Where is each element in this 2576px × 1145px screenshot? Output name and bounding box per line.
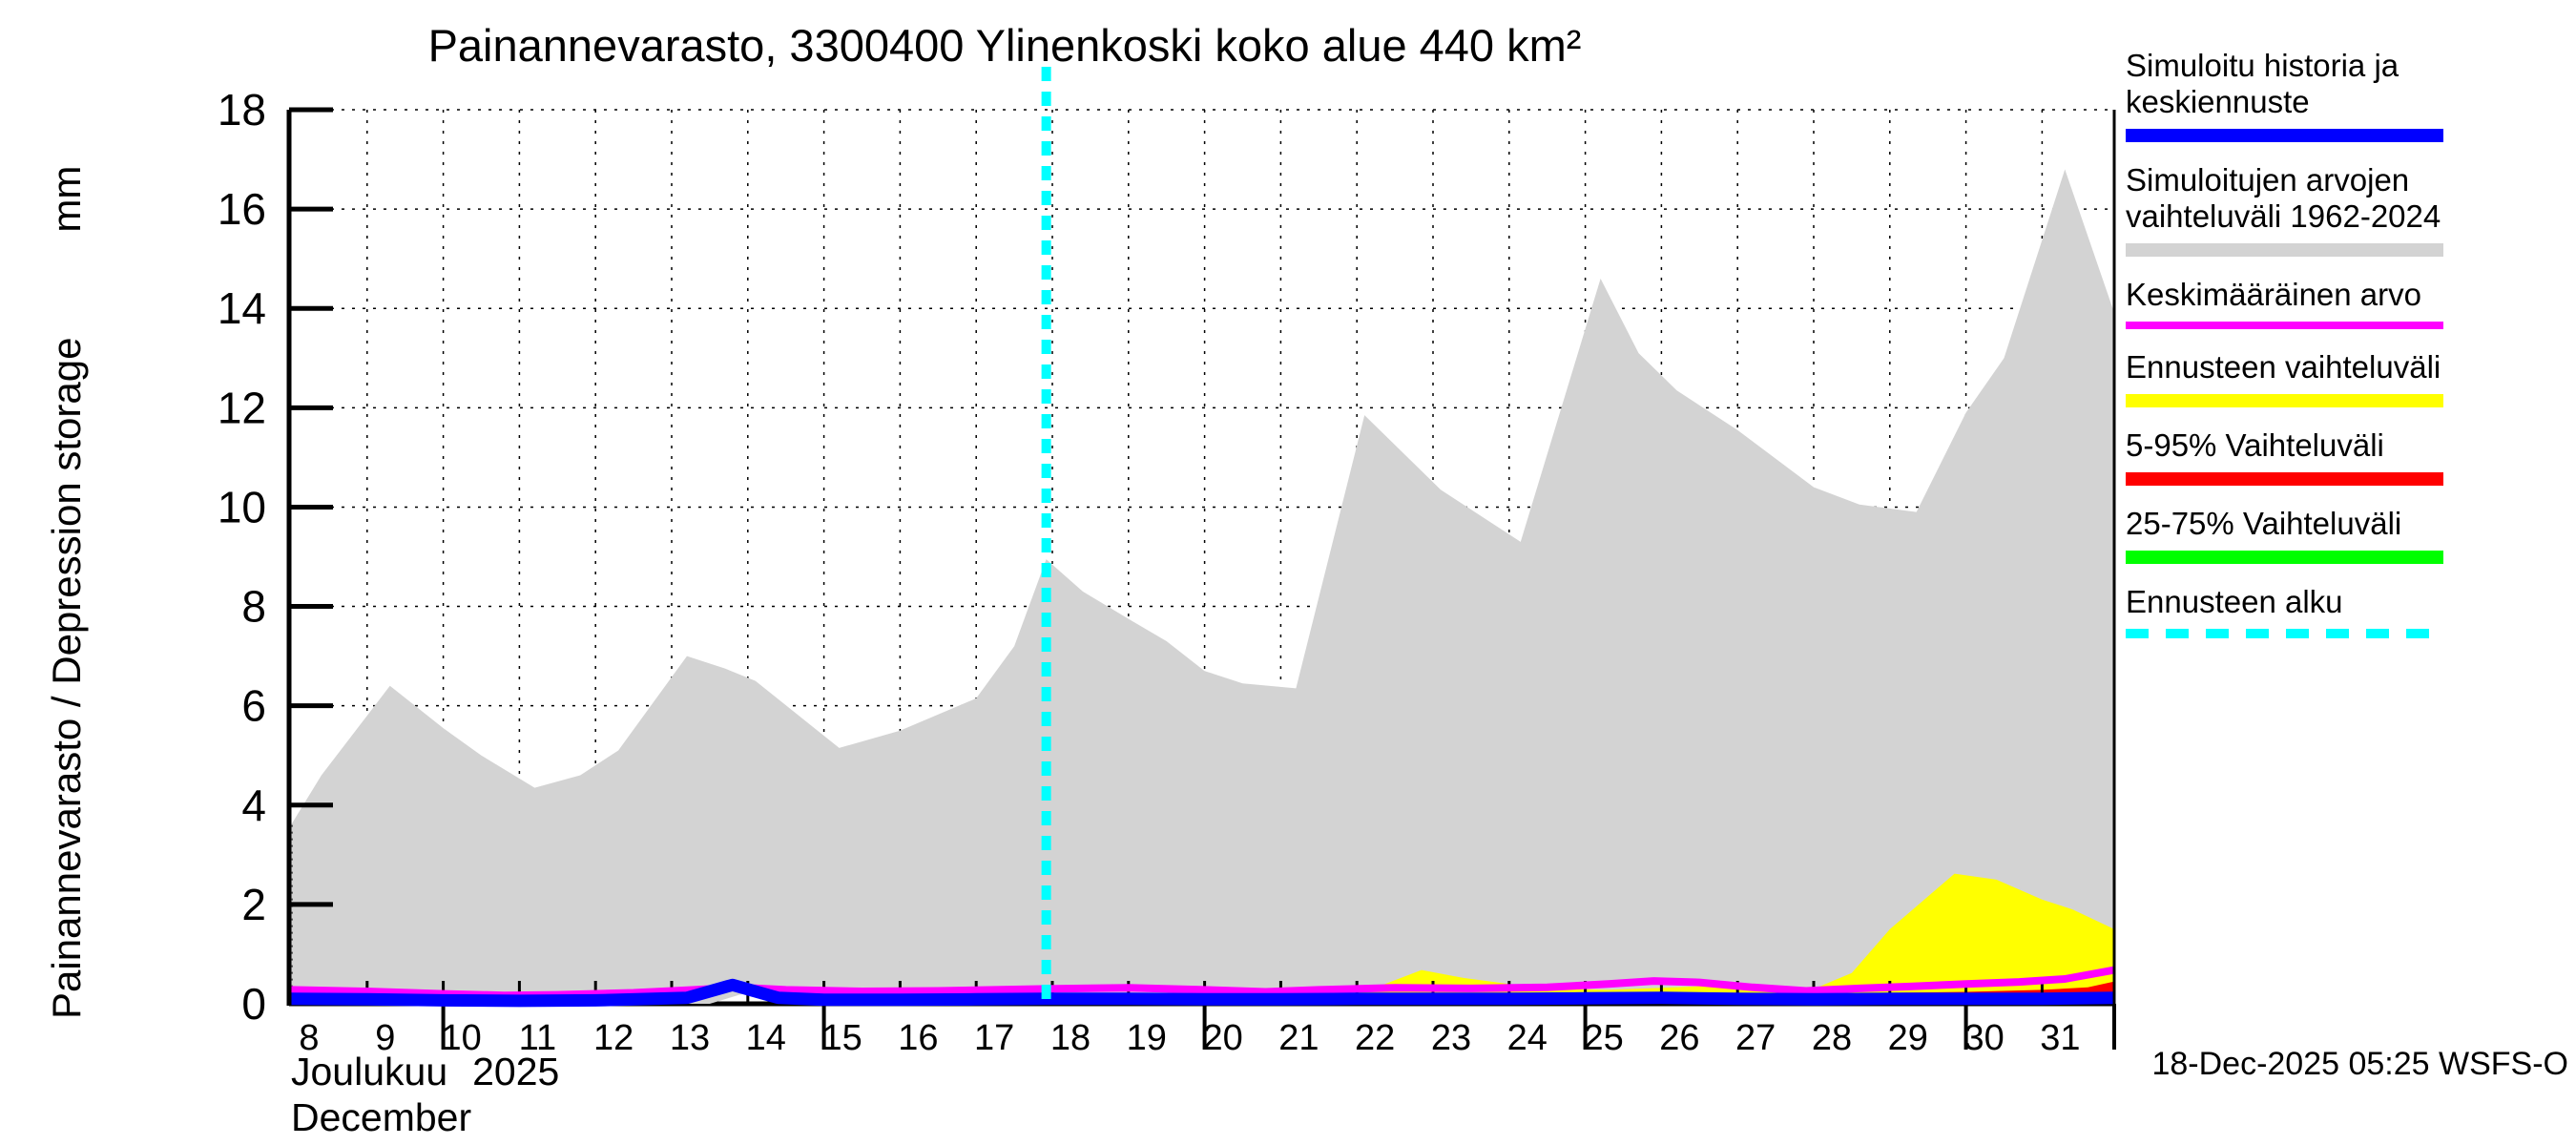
y-tick-label: 18 xyxy=(218,85,266,135)
mean-value-line xyxy=(290,966,2115,1000)
x-tick-label: 8 xyxy=(299,1018,319,1058)
x-tick-label: 9 xyxy=(375,1018,395,1058)
x-tick-label: 31 xyxy=(2040,1018,2080,1058)
legend-item: Simuloitujen arvojen vaihteluväli 1962-2… xyxy=(2126,162,2469,257)
legend-item: Simuloitu historia ja keskiennuste xyxy=(2126,48,2469,142)
x-axis-month-label-en: December xyxy=(291,1095,472,1139)
x-tick-label: 26 xyxy=(1659,1018,1699,1058)
y-axis-label: Painannevarasto / Depression storage mm xyxy=(44,166,90,1019)
timestamp: 18-Dec-2025 05:25 WSFS-O xyxy=(2151,1046,2568,1082)
gridlines xyxy=(289,109,2114,1004)
legend-label: Ennusteen alku xyxy=(2126,584,2343,619)
x-tick-label: 11 xyxy=(519,1018,556,1058)
x-tick-label: 30 xyxy=(1963,1018,2004,1058)
x-tick-label: 27 xyxy=(1735,1018,1776,1058)
y-tick-label: 16 xyxy=(218,184,266,234)
legend-item: 5-95% Vaihteluväli xyxy=(2126,427,2469,486)
x-tick-label: 12 xyxy=(593,1018,634,1058)
x-axis-month-label: Joulukuu 2025 xyxy=(291,1050,559,1094)
y-tick-label: 0 xyxy=(241,979,266,1029)
axis-frame xyxy=(286,107,2116,1006)
sim-range-band xyxy=(291,169,2115,1004)
legend-label: 5-95% Vaihteluväli xyxy=(2126,427,2384,463)
legend: Simuloitu historia ja keskiennuste Simulo… xyxy=(2126,48,2469,658)
y-tick-label: 10 xyxy=(218,482,266,531)
x-tick-label: 13 xyxy=(670,1018,710,1058)
x-tick-label: 23 xyxy=(1431,1018,1471,1058)
legend-swatch-bar xyxy=(2126,394,2443,407)
legend-swatch-bar xyxy=(2126,472,2443,486)
x-tick-label: 25 xyxy=(1583,1018,1623,1058)
x-tick-label: 16 xyxy=(898,1018,938,1058)
legend-swatch-line xyxy=(2126,322,2443,329)
y-tick-label: 12 xyxy=(218,383,266,432)
y-tick-label: 4 xyxy=(241,781,266,830)
x-tick-label: 18 xyxy=(1050,1018,1091,1058)
year-label: 2025 xyxy=(472,1050,560,1093)
x-tick-label: 24 xyxy=(1507,1018,1548,1058)
x-tick-label: 21 xyxy=(1278,1018,1319,1058)
chart-title: Painannevarasto, 3300400 Ylinenkoski kok… xyxy=(427,20,1582,71)
y-axis-label-text: Painannevarasto / Depression storage xyxy=(44,337,89,1019)
legend-label: 25-75% Vaihteluväli xyxy=(2126,506,2402,541)
month-name-fi: Joulukuu xyxy=(291,1050,448,1093)
y-tick-label: 6 xyxy=(241,681,266,731)
y-tick-label: 14 xyxy=(218,283,266,333)
x-tick-label: 20 xyxy=(1202,1018,1242,1058)
legend-swatch-bar xyxy=(2126,243,2443,257)
legend-label: Simuloitu historia ja keskiennuste xyxy=(2126,48,2399,119)
x-tick-label: 19 xyxy=(1127,1018,1167,1058)
range-bands xyxy=(291,169,2115,1004)
x-tick-label: 22 xyxy=(1355,1018,1395,1058)
y-tick-label: 2 xyxy=(241,880,266,929)
legend-swatch-bar xyxy=(2126,129,2443,142)
x-tick-labels: 8 9 10 11 12 13 14 15 16 17 18 19 20 21 22 23 24 25 26 27 28… xyxy=(299,1018,2080,1058)
sim-history-forecast-line xyxy=(290,978,2115,1008)
x-tick-label: 15 xyxy=(821,1018,862,1058)
forecast-range-band xyxy=(1338,873,2115,999)
y-tick-labels: 0 2 4 6 8 10 12 14 16 18 xyxy=(218,85,266,1029)
x-tick-label: 10 xyxy=(441,1018,481,1058)
legend-item: Ennusteen alku xyxy=(2126,584,2469,638)
data-lines xyxy=(290,966,2115,1008)
legend-item: Ennusteen vaihteluväli xyxy=(2126,349,2469,407)
x-tick-label: 14 xyxy=(746,1018,786,1058)
y-tick-label: 8 xyxy=(241,582,266,632)
legend-label: Ennusteen vaihteluväli xyxy=(2126,349,2441,385)
y-axis-unit: mm xyxy=(44,165,89,233)
legend-swatch-bar xyxy=(2126,551,2443,564)
legend-swatch-dashes xyxy=(2126,629,2443,638)
legend-label: Keskimääräinen arvo xyxy=(2126,277,2421,312)
legend-item: 25-75% Vaihteluväli xyxy=(2126,506,2469,564)
x-tick-label: 29 xyxy=(1888,1018,1928,1058)
legend-item: Keskimääräinen arvo xyxy=(2126,277,2469,329)
x-tick-label: 17 xyxy=(974,1018,1014,1058)
x-tick-label: 28 xyxy=(1812,1018,1852,1058)
legend-label: Simuloitujen arvojen vaihteluväli 1962-2… xyxy=(2126,162,2441,234)
